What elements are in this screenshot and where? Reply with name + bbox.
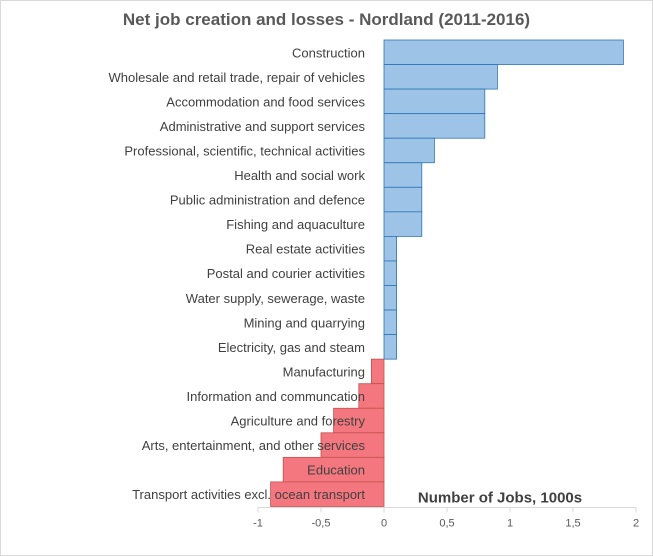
x-tick-label: 0	[381, 517, 387, 529]
bar-9	[383, 235, 398, 262]
bar-14	[370, 358, 385, 385]
x-tick-label: 1	[507, 517, 513, 529]
x-tick-label: -0,5	[312, 517, 331, 529]
bar-4	[383, 113, 486, 139]
bar-18	[282, 456, 385, 483]
category-label: Wholesale and retail trade, repair of ve…	[108, 70, 365, 85]
bar-10	[383, 260, 398, 286]
category-label: Fishing and aquaculture	[226, 217, 365, 232]
bar-6	[383, 162, 423, 188]
bar-8	[383, 211, 423, 237]
category-label: Administrative and support services	[160, 119, 366, 134]
category-label: Mining and quarrying	[244, 315, 365, 330]
bar-11	[383, 285, 398, 311]
category-label: Accommodation and food services	[166, 94, 365, 109]
category-label: Construction	[292, 45, 365, 60]
category-label: Education	[307, 463, 365, 478]
category-label: Water supply, sewerage, waste	[186, 291, 365, 306]
bar-12	[383, 309, 398, 335]
category-label: Arts, entertainment, and other services	[142, 438, 366, 453]
bar-2	[383, 64, 498, 90]
category-label: Transport activities excl. ocean transpo…	[132, 487, 365, 502]
x-axis-title: Number of Jobs, 1000s	[418, 489, 582, 506]
bar-17	[320, 432, 385, 458]
category-label: Professional, scientific, technical acti…	[124, 143, 365, 158]
category-label: Electricity, gas and steam	[218, 340, 365, 355]
chart-title: Net job creation and losses - Nordland (…	[122, 10, 531, 29]
bar-3	[383, 88, 486, 115]
category-label: Postal and courier activities	[207, 266, 366, 281]
category-label: Agriculture and forestry	[231, 414, 366, 429]
bar-13	[383, 334, 398, 360]
bar-7	[383, 186, 423, 213]
bar-19	[270, 481, 385, 507]
bar-1	[383, 39, 624, 65]
x-tick-label: 0,5	[439, 517, 454, 529]
category-label: Information and communcation	[187, 389, 365, 404]
category-label: Manufacturing	[283, 364, 365, 379]
bar-16	[333, 407, 385, 434]
bar-5	[383, 137, 435, 164]
category-label: Health and social work	[234, 168, 365, 183]
x-tick-label: 2	[633, 517, 639, 529]
x-tick-label: 1,5	[565, 517, 580, 529]
category-label: Public administration and defence	[170, 193, 365, 208]
category-label: Real estate activities	[246, 242, 366, 257]
x-tick-label: -1	[253, 517, 263, 529]
